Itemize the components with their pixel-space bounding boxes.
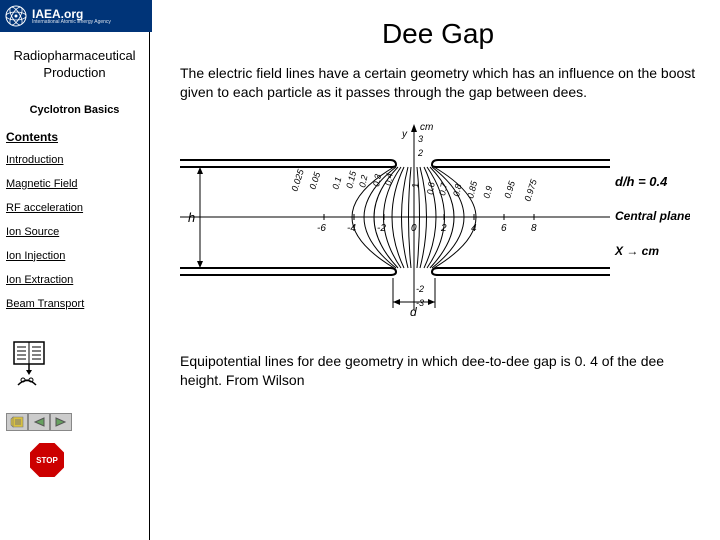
next-button[interactable] bbox=[50, 413, 72, 431]
sidebar-title-line1: Radiopharmaceutical bbox=[13, 48, 135, 63]
ratio-label: d/h = 0.4 bbox=[615, 174, 668, 189]
svg-text:0.9: 0.9 bbox=[481, 185, 494, 200]
svg-text:0.6: 0.6 bbox=[425, 181, 437, 195]
nav-item-ion-extraction[interactable]: Ion Extraction bbox=[6, 274, 143, 286]
toc-button[interactable] bbox=[6, 413, 28, 431]
nav-item-ion-source[interactable]: Ion Source bbox=[6, 226, 143, 238]
nav-item-beam-transport[interactable]: Beam Transport bbox=[6, 298, 143, 310]
svg-text:1: 1 bbox=[410, 182, 420, 188]
sidebar-title-line2: Production bbox=[43, 65, 105, 80]
iaea-logo-icon bbox=[4, 4, 28, 28]
svg-text:0.3: 0.3 bbox=[371, 173, 383, 187]
nav-item-rf-acceleration[interactable]: RF acceleration bbox=[6, 202, 143, 214]
svg-text:0.85: 0.85 bbox=[465, 179, 479, 199]
intro-text: The electric field lines have a certain … bbox=[180, 64, 696, 102]
nav-item-ion-injection[interactable]: Ion Injection bbox=[6, 250, 143, 262]
svg-text:-2: -2 bbox=[416, 284, 424, 294]
toc-icon bbox=[10, 416, 24, 428]
sidebar-title: Radiopharmaceutical Production bbox=[6, 48, 143, 82]
y-arrow-label: y bbox=[401, 129, 408, 140]
svg-text:0.7: 0.7 bbox=[437, 181, 449, 196]
central-plane-label: Central plane bbox=[615, 209, 690, 223]
sidebar: Radiopharmaceutical Production Cyclotron… bbox=[0, 32, 150, 540]
header-bar: IAEA.org International Atomic Energy Age… bbox=[0, 0, 152, 32]
h-label: h bbox=[188, 210, 195, 225]
prev-arrow-icon bbox=[32, 416, 46, 428]
d-label: d bbox=[410, 305, 417, 319]
page-title: Dee Gap bbox=[180, 18, 696, 50]
svg-text:0.8: 0.8 bbox=[451, 183, 463, 197]
header-brand: IAEA.org bbox=[32, 8, 111, 20]
y-axis-label: cm bbox=[420, 122, 433, 133]
nav-list: Introduction Magnetic Field RF accelerat… bbox=[6, 154, 143, 310]
stop-label: STOP bbox=[36, 456, 58, 465]
svg-text:0.025: 0.025 bbox=[289, 167, 306, 192]
svg-text:-3: -3 bbox=[416, 298, 424, 308]
svg-text:0.4: 0.4 bbox=[383, 172, 395, 186]
next-arrow-icon bbox=[54, 416, 68, 428]
contents-label: Contents bbox=[6, 130, 143, 144]
x-axis-label: X → cm bbox=[614, 244, 659, 258]
main-content: Dee Gap The electric field lines have a … bbox=[152, 0, 720, 540]
book-reader-icon bbox=[10, 340, 56, 386]
svg-text:0.975: 0.975 bbox=[522, 177, 539, 202]
prev-button[interactable] bbox=[28, 413, 50, 431]
stop-button[interactable]: STOP bbox=[26, 439, 68, 481]
svg-text:0.05: 0.05 bbox=[307, 170, 322, 191]
svg-text:0.1: 0.1 bbox=[330, 176, 343, 191]
svg-text:0.95: 0.95 bbox=[502, 179, 517, 200]
header-sub: International Atomic Energy Agency bbox=[32, 20, 111, 25]
sidebar-subtitle: Cyclotron Basics bbox=[6, 104, 143, 116]
nav-item-magnetic-field[interactable]: Magnetic Field bbox=[6, 178, 143, 190]
svg-text:-6: -6 bbox=[317, 223, 326, 234]
svg-text:2: 2 bbox=[417, 148, 423, 158]
nav-item-introduction[interactable]: Introduction bbox=[6, 154, 143, 166]
figure-caption: Equipotential lines for dee geometry in … bbox=[180, 352, 696, 390]
dee-gap-diagram: cm y 3 2 -2 -3 Central plane -6 -4 -2 0 … bbox=[180, 120, 680, 330]
nav-arrows bbox=[6, 413, 143, 431]
svg-text:-4: -4 bbox=[347, 223, 356, 234]
svg-text:6: 6 bbox=[501, 223, 507, 234]
svg-text:8: 8 bbox=[531, 223, 537, 234]
svg-text:3: 3 bbox=[418, 134, 423, 144]
